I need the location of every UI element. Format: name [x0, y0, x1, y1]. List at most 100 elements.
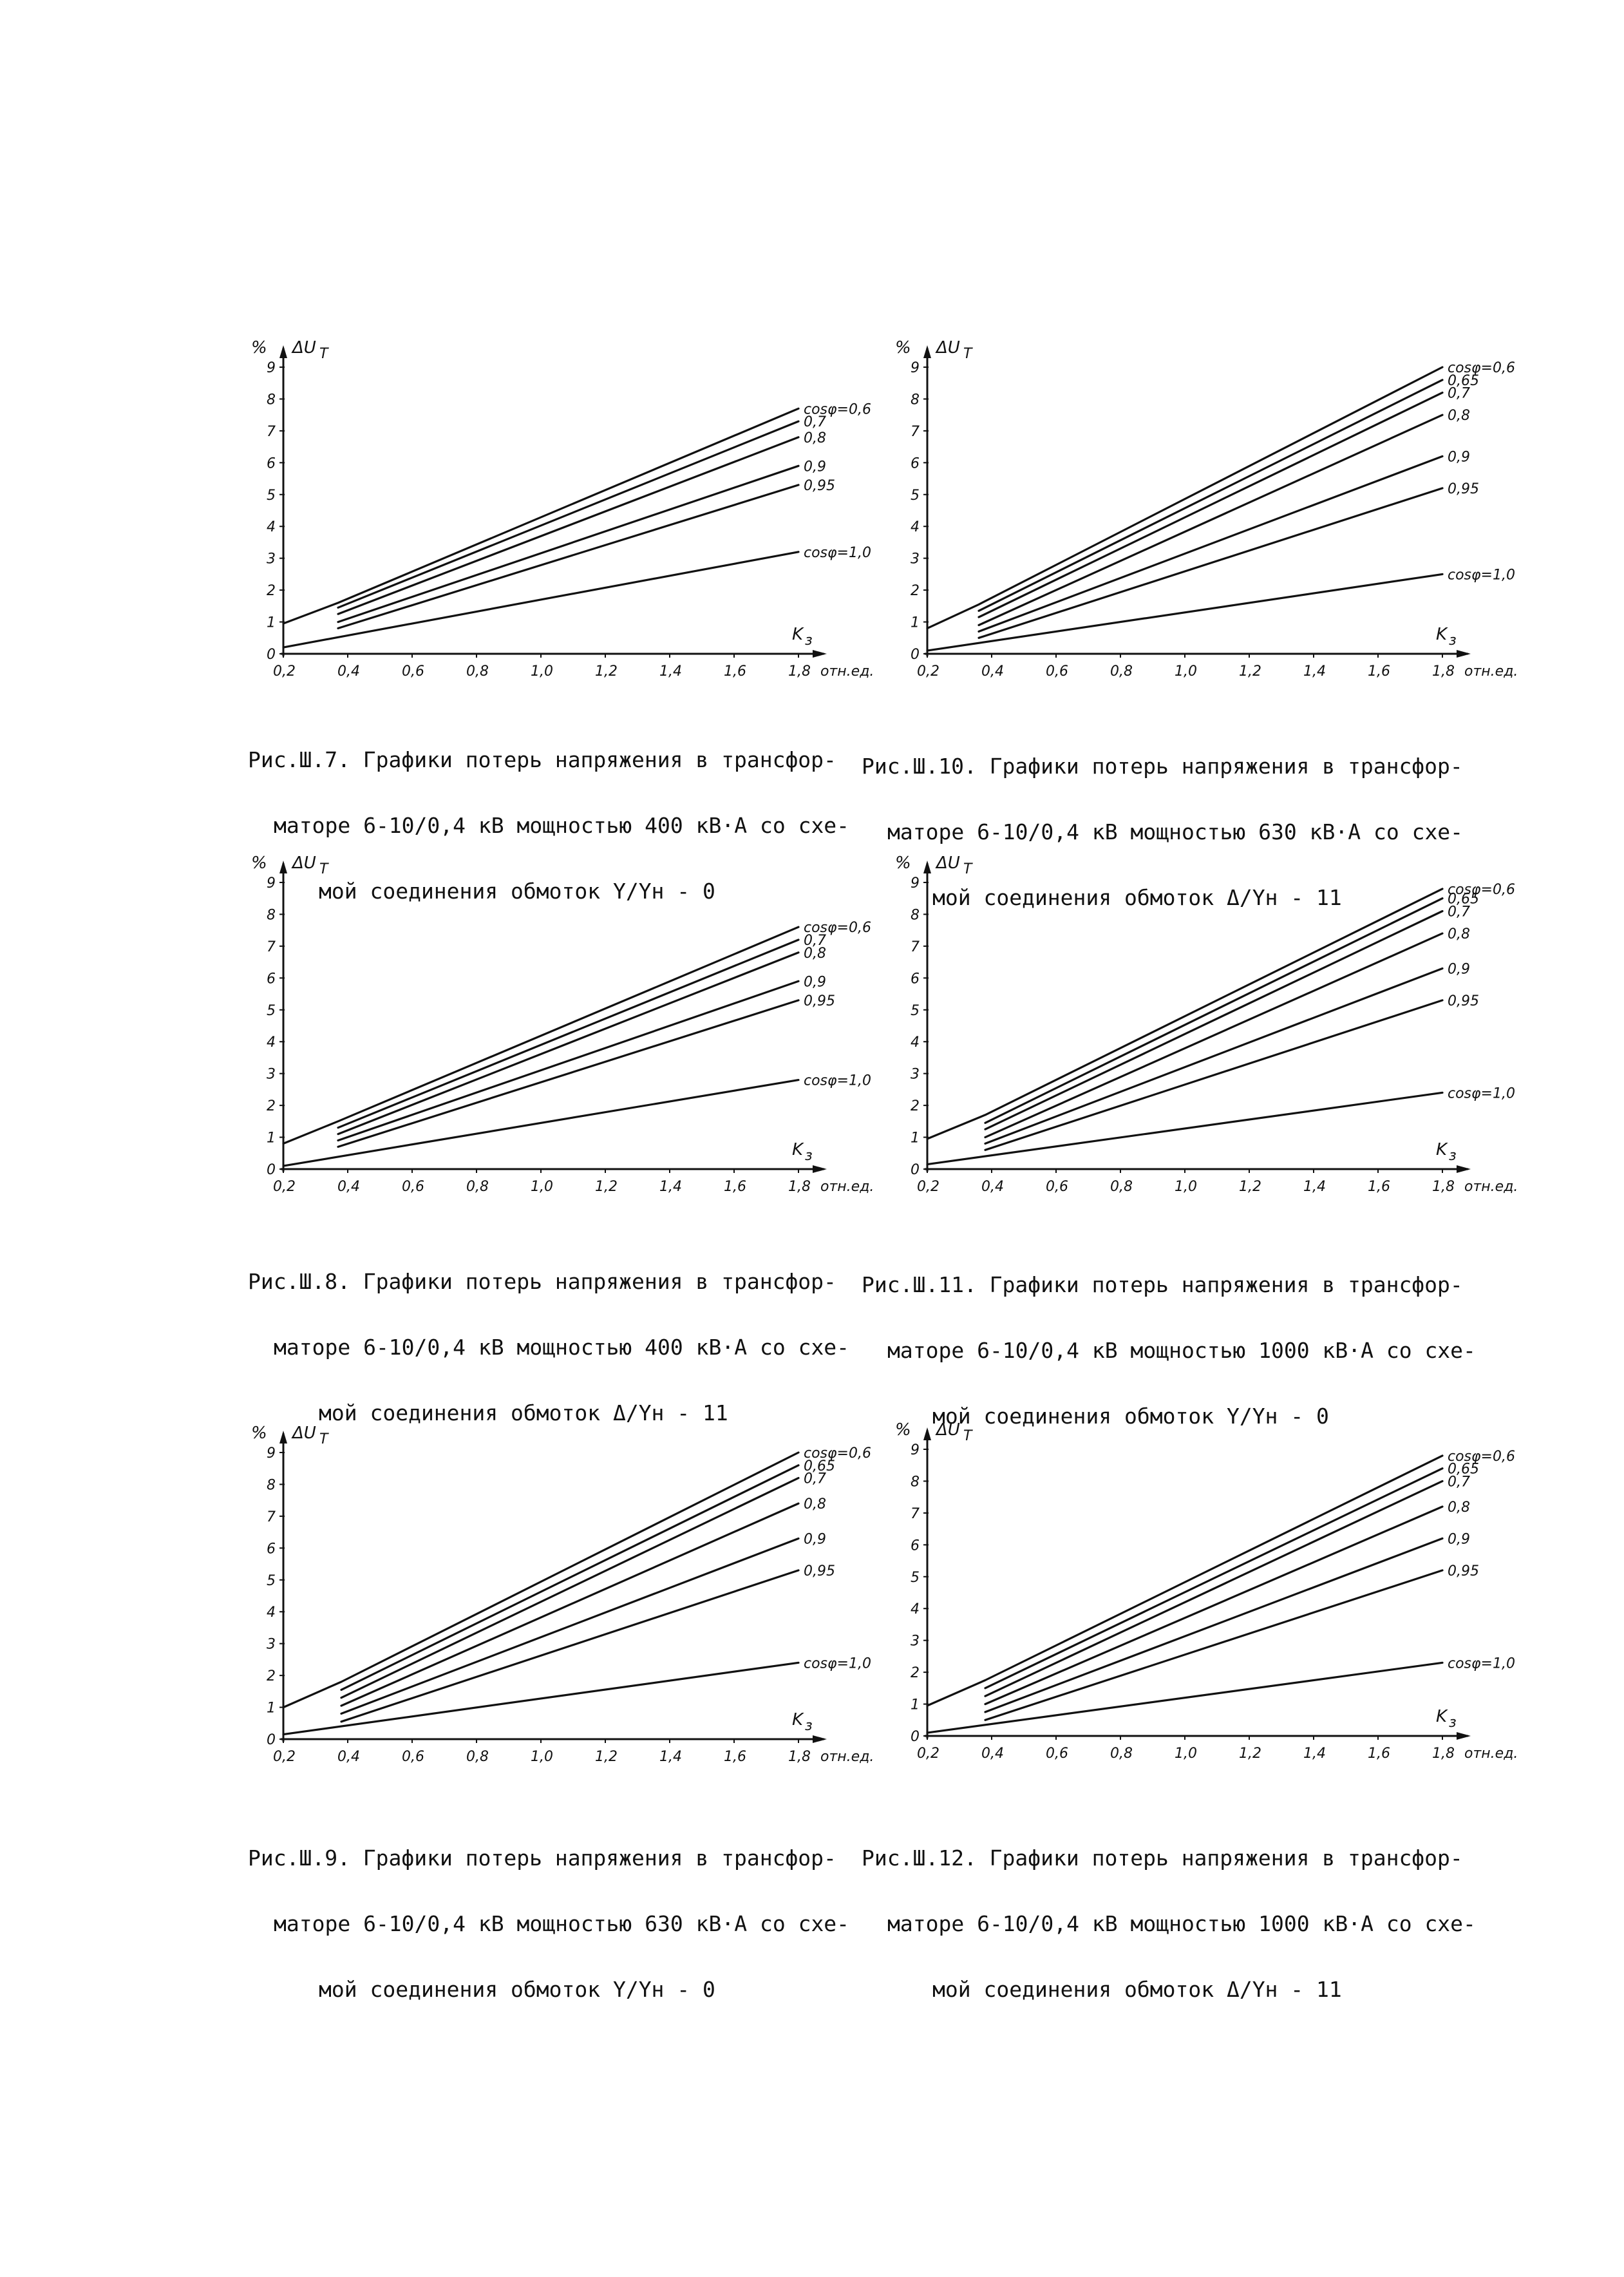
x-tick-label: 0,6: [402, 1179, 424, 1195]
series-label-0: cosφ=0,6: [1448, 882, 1515, 898]
chart-panel-fig9: % ΔU T 0 1 2 3 4 5 6 7 8 9 0,2 0,4 0,6 0,8 1,0 1,2 1,4 1,6 1,…: [245, 1420, 889, 1794]
series-label-4: 0,9: [1448, 449, 1470, 465]
caption-fig10: Рис.Ш.10. Графики потерь напряжения в тр…: [862, 712, 1518, 931]
series-line-3: [340, 1502, 800, 1707]
y-tick-label: 6: [911, 455, 920, 472]
y-tick-label: 9: [911, 875, 920, 891]
x-axis-label-sub: з: [1449, 1715, 1457, 1731]
y-tick-label: 4: [267, 1034, 276, 1051]
series-line-5: [984, 999, 1444, 1151]
series-label-5: 0,95: [1448, 993, 1479, 1009]
x-tick-label: 0,4: [981, 1179, 1004, 1195]
y-axis-label-sub: T: [319, 346, 329, 362]
y-tick-label: 4: [911, 1601, 920, 1617]
chart-panel-fig8: % ΔU T 0 1 2 3 4 5 6 7 8 9 0,2 0,4 0,6 0,8 1,0 1,2 1,4 1,6 1,…: [245, 850, 889, 1224]
x-tick-label: 1,6: [724, 1179, 746, 1195]
y-axis-label: ΔU: [935, 1420, 960, 1440]
x-axis-label-sub: з: [805, 1148, 813, 1164]
y-axis-arrow: [923, 345, 931, 358]
caption-line-1: Рис.Ш.8. Графики потерь напряжения в тра…: [248, 1269, 836, 1294]
x-tick-label: 0,2: [917, 1179, 939, 1195]
series-label-1: 0,7: [804, 933, 826, 949]
y-tick-label: 7: [267, 1509, 276, 1525]
chart-panel-fig11: % ΔU T 0 1 2 3 4 5 6 7 8 9 0,2 0,4 0,6 0,8 1,0 1,2 1,4 1,6 1,…: [889, 850, 1533, 1224]
y-tick-label: 5: [267, 1573, 276, 1589]
x-tick-label: 1,0: [1175, 1179, 1197, 1195]
caption-line-2: маторе 6-10/0,4 кВ мощностью 630 кВ·А со…: [274, 1911, 850, 1936]
series-label-3: 0,8: [1448, 408, 1470, 424]
chart-fig7: % ΔU T 0 1 2 3 4 5 6 7 8 9 0,2 0,4 0,6 0,8 1,0 1,2 1,4 1,6 1,…: [251, 338, 874, 680]
caption-line-2: маторе 6-10/0,4 кВ мощностью 400 кВ·А со…: [274, 813, 850, 838]
series-label-0: cosφ=0,6: [804, 1445, 871, 1462]
y-tick-label: 8: [911, 392, 920, 408]
y-tick-label: 3: [911, 1067, 920, 1083]
y-tick-label: 2: [267, 1098, 276, 1114]
x-tick-label: 1,2: [595, 1179, 618, 1195]
x-tick-label: 0,2: [917, 663, 939, 680]
y-tick-label: 7: [267, 939, 276, 955]
x-axis-label: K: [1436, 1707, 1448, 1726]
series-line-2: [977, 391, 1444, 618]
y-tick-label: 0: [911, 647, 920, 663]
x-axis-label: K: [792, 1710, 804, 1729]
series-line-2: [340, 1476, 800, 1699]
y-unit-label: %: [251, 338, 267, 357]
series-label-5: 0,95: [1448, 1563, 1479, 1579]
series-label-3: 0,8: [1448, 926, 1470, 942]
series-line-3: [984, 932, 1444, 1139]
y-tick-label: 2: [911, 1665, 920, 1681]
x-tick-label: 1,8: [1432, 1746, 1455, 1762]
y-axis-label: ΔU: [935, 853, 960, 873]
caption-line-2: маторе 6-10/0,4 кВ мощностью 1000 кВ·А с…: [887, 1338, 1476, 1363]
y-tick-label: 4: [911, 1034, 920, 1051]
y-axis-label: ΔU: [935, 338, 960, 357]
x-unit-label: отн.ед.: [820, 1749, 874, 1765]
series-line-0: [926, 1454, 1444, 1707]
y-axis-label: ΔU: [291, 338, 316, 357]
y-tick-label: 1: [911, 1130, 920, 1147]
chart-fig10: % ΔU T 0 1 2 3 4 5 6 7 8 9 0,2 0,4 0,6 0,8 1,0 1,2 1,4 1,6 1,…: [895, 338, 1518, 680]
series-label-6: cosφ=1,0: [1448, 567, 1515, 583]
y-tick-label: 8: [267, 1477, 276, 1493]
caption-line-2: маторе 6-10/0,4 кВ мощностью 1000 кВ·А с…: [887, 1911, 1476, 1936]
y-axis-label-sub: T: [963, 1428, 973, 1444]
x-tick-label: 1,0: [531, 1749, 553, 1765]
x-tick-label: 1,2: [1239, 1179, 1261, 1195]
x-tick-label: 1,8: [1432, 1179, 1455, 1195]
series-label-4: 0,95: [804, 478, 835, 494]
x-axis-label: K: [1436, 1140, 1448, 1159]
series-label-3: 0,8: [1448, 1500, 1470, 1516]
x-axis-arrow: [813, 1165, 827, 1173]
x-tick-label: 0,8: [1110, 1179, 1133, 1195]
x-unit-label: отн.ед.: [820, 1179, 874, 1195]
x-tick-label: 0,2: [273, 1179, 296, 1195]
x-axis-label: K: [1436, 625, 1448, 644]
y-tick-label: 5: [911, 1570, 920, 1586]
x-tick-label: 1,4: [1303, 1746, 1326, 1762]
caption-line-3: мой соединения обмоток Y/Yн - 0: [319, 879, 715, 904]
y-tick-label: 3: [911, 1634, 920, 1650]
y-unit-label: %: [251, 853, 267, 873]
x-tick-label: 1,2: [1239, 1746, 1261, 1762]
series-line-6: [282, 1661, 800, 1736]
series-line-1: [977, 379, 1444, 612]
x-tick-label: 1,0: [1175, 663, 1197, 680]
caption-line-2: маторе 6-10/0,4 кВ мощностью 630 кВ·А со…: [887, 819, 1464, 844]
x-tick-label: 1,4: [659, 1749, 682, 1765]
y-tick-label: 3: [267, 1067, 276, 1083]
series-line-2: [984, 910, 1444, 1130]
x-tick-label: 0,6: [1046, 1746, 1068, 1762]
caption-line-1: Рис.Ш.10. Графики потерь напряжения в тр…: [862, 754, 1463, 779]
x-axis-arrow: [1457, 1732, 1471, 1740]
caption-line-1: Рис.Ш.11. Графики потерь напряжения в тр…: [862, 1272, 1463, 1297]
y-tick-label: 6: [911, 971, 920, 987]
series-line-0: [282, 407, 800, 625]
x-tick-label: 0,4: [337, 1749, 360, 1765]
series-line-6: [926, 1661, 1444, 1734]
caption-fig9: Рис.Ш.9. Графики потерь напряжения в тра…: [248, 1804, 905, 2023]
x-tick-label: 0,4: [981, 1746, 1004, 1762]
series-label-2: 0,7: [804, 1471, 826, 1487]
x-tick-label: 1,6: [1368, 1179, 1390, 1195]
series-label-4: 0,9: [1448, 1531, 1470, 1547]
series-line-1: [340, 1464, 800, 1691]
